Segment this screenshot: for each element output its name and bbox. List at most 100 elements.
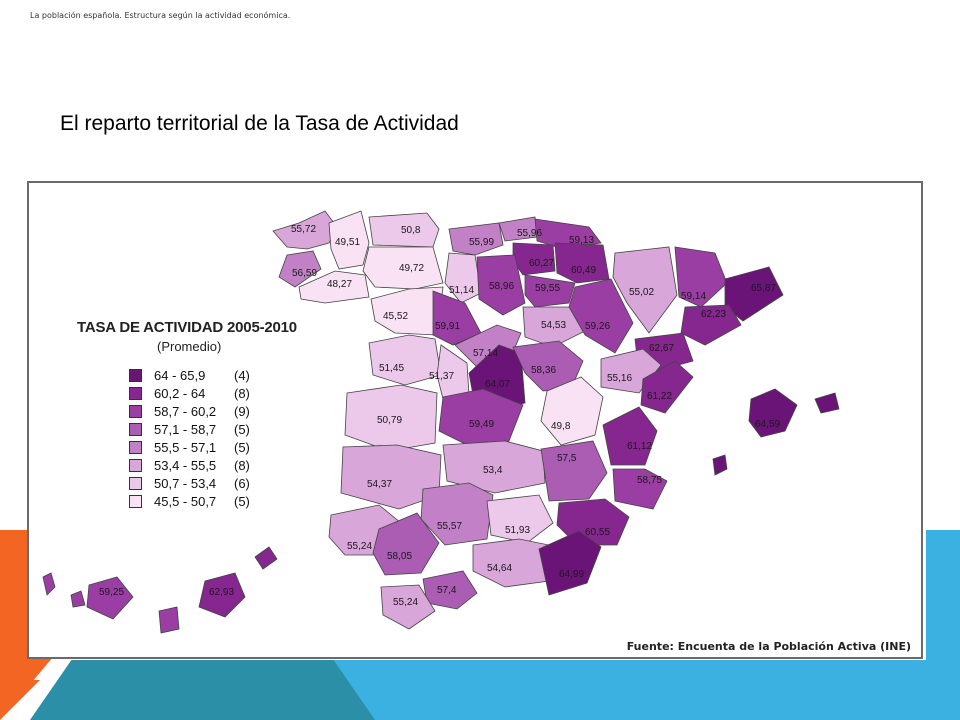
province-region bbox=[540, 376, 604, 446]
legend-range: 58,7 - 60,2 bbox=[154, 403, 217, 419]
province-value-label: 49,8 bbox=[551, 421, 571, 432]
province-value-label: 58,96 bbox=[489, 281, 514, 292]
province-region bbox=[380, 584, 436, 630]
legend-count: (5) bbox=[234, 421, 250, 437]
province-region bbox=[486, 494, 554, 544]
province-region bbox=[522, 306, 590, 348]
province-region bbox=[540, 440, 608, 502]
province-value-label: 55,72 bbox=[291, 224, 316, 235]
legend-range: 45,5 - 50,7 bbox=[154, 493, 217, 509]
legend-item: 58,7 - 60,2 (9) bbox=[129, 402, 264, 420]
province-region bbox=[86, 576, 134, 620]
province-value-label: 59,55 bbox=[535, 283, 560, 294]
decor-teal-band bbox=[30, 660, 375, 720]
province-region bbox=[442, 440, 546, 494]
province-value-label: 57,4 bbox=[437, 585, 457, 596]
island-la-palma bbox=[42, 572, 56, 596]
legend-range: 50,7 - 53,4 bbox=[154, 475, 217, 491]
legend-item: 50,7 - 53,4 (6) bbox=[129, 474, 264, 492]
legend-swatch bbox=[129, 368, 142, 382]
province-region bbox=[538, 530, 602, 596]
decor-blue-bottom bbox=[330, 660, 960, 720]
legend-range: 55,5 - 57,1 bbox=[154, 439, 217, 455]
province-region bbox=[554, 242, 610, 284]
province-region bbox=[372, 512, 440, 576]
legend-item: 55,5 - 57,1 (5) bbox=[129, 438, 264, 456]
legend-range: 53,4 - 55,5 bbox=[154, 457, 217, 473]
legend-range: 60,2 - 64 bbox=[154, 385, 206, 401]
province-value-label: 54,53 bbox=[541, 320, 566, 331]
province-region bbox=[568, 278, 634, 354]
province-value-label: 58,75 bbox=[637, 475, 662, 486]
legend-item: 64 - 65,9 (4) bbox=[129, 366, 264, 384]
province-value-label: 51,37 bbox=[429, 371, 454, 382]
province-value-label: 49,72 bbox=[399, 263, 424, 274]
legend-swatch bbox=[129, 440, 142, 454]
island-menorca bbox=[814, 392, 840, 414]
province-value-label: 62,67 bbox=[649, 343, 674, 354]
province-region bbox=[328, 210, 370, 270]
legend-count: (8) bbox=[234, 385, 250, 401]
legend-swatch bbox=[129, 458, 142, 472]
legend-count: (8) bbox=[234, 457, 250, 473]
province-value-label: 64,07 bbox=[485, 379, 510, 390]
province-value-label: 58,05 bbox=[387, 551, 412, 562]
province-value-label: 59,13 bbox=[569, 235, 594, 246]
province-value-label: 51,45 bbox=[379, 363, 404, 374]
province-value-label: 59,25 bbox=[99, 587, 124, 598]
province-value-label: 54,64 bbox=[487, 563, 512, 574]
island-ibiza bbox=[712, 454, 728, 476]
province-value-label: 45,52 bbox=[383, 311, 408, 322]
province-value-label: 55,96 bbox=[517, 228, 542, 239]
island-la-gomera bbox=[70, 590, 86, 608]
province-value-label: 54,37 bbox=[367, 479, 392, 490]
province-value-label: 61,12 bbox=[627, 441, 652, 452]
source-note: Fuente: Encuenta de la Población Activa … bbox=[626, 640, 911, 653]
legend-item: 45,5 - 50,7 (5) bbox=[129, 492, 264, 510]
province-value-label: 55,24 bbox=[393, 597, 418, 608]
province-value-label: 59,26 bbox=[585, 321, 610, 332]
legend-count: (4) bbox=[234, 367, 250, 383]
province-region bbox=[476, 254, 526, 316]
province-value-label: 60,27 bbox=[529, 258, 554, 269]
province-value-label: 62,93 bbox=[209, 587, 234, 598]
map-figure: 55,72 49,51 50,8 55,99 55,96 59,13 56,59 49,72 6… bbox=[27, 181, 923, 659]
province-value-label: 48,27 bbox=[327, 279, 352, 290]
legend-range: 57,1 - 58,7 bbox=[154, 421, 217, 437]
slide-header: La población española. Estructura según … bbox=[30, 11, 291, 20]
province-value-label: 55,02 bbox=[629, 287, 654, 298]
province-value-label: 64,59 bbox=[755, 419, 780, 430]
legend-item: 53,4 - 55,5 (8) bbox=[129, 456, 264, 474]
legend-count: (5) bbox=[234, 493, 250, 509]
legend-range: 64 - 65,9 bbox=[154, 367, 206, 383]
legend-item: 60,2 - 64 (8) bbox=[129, 384, 264, 402]
island-gran-canaria bbox=[158, 606, 180, 634]
province-value-label: 59,91 bbox=[435, 321, 460, 332]
province-value-label: 50,8 bbox=[401, 225, 421, 236]
province-region bbox=[612, 468, 668, 510]
province-region bbox=[680, 304, 742, 346]
province-value-label: 65,87 bbox=[751, 283, 776, 294]
province-value-label: 64,99 bbox=[559, 569, 584, 580]
province-value-label: 55,57 bbox=[437, 521, 462, 532]
province-value-label: 55,24 bbox=[347, 541, 372, 552]
legend-subtitle: (Promedio) bbox=[157, 339, 222, 354]
province-value-label: 55,99 bbox=[469, 237, 494, 248]
province-region bbox=[602, 406, 658, 466]
legend-title: TASA DE ACTIVIDAD 2005-2010 bbox=[77, 319, 297, 336]
legend-count: (5) bbox=[234, 439, 250, 455]
province-value-label: 51,93 bbox=[505, 525, 530, 536]
province-value-label: 59,49 bbox=[469, 419, 494, 430]
spain-map: 55,72 49,51 50,8 55,99 55,96 59,13 56,59 49,72 6… bbox=[42, 210, 840, 634]
legend-swatch bbox=[129, 386, 142, 400]
province-region bbox=[612, 246, 678, 334]
province-region bbox=[438, 388, 524, 446]
legend-swatch bbox=[129, 422, 142, 436]
province-region bbox=[298, 270, 370, 304]
legend-swatch bbox=[129, 494, 142, 508]
province-region bbox=[748, 388, 798, 438]
legend-count: (6) bbox=[234, 475, 250, 491]
province-region bbox=[448, 222, 504, 256]
province-value-label: 49,51 bbox=[335, 237, 360, 248]
decor-orange-corner bbox=[0, 680, 40, 720]
